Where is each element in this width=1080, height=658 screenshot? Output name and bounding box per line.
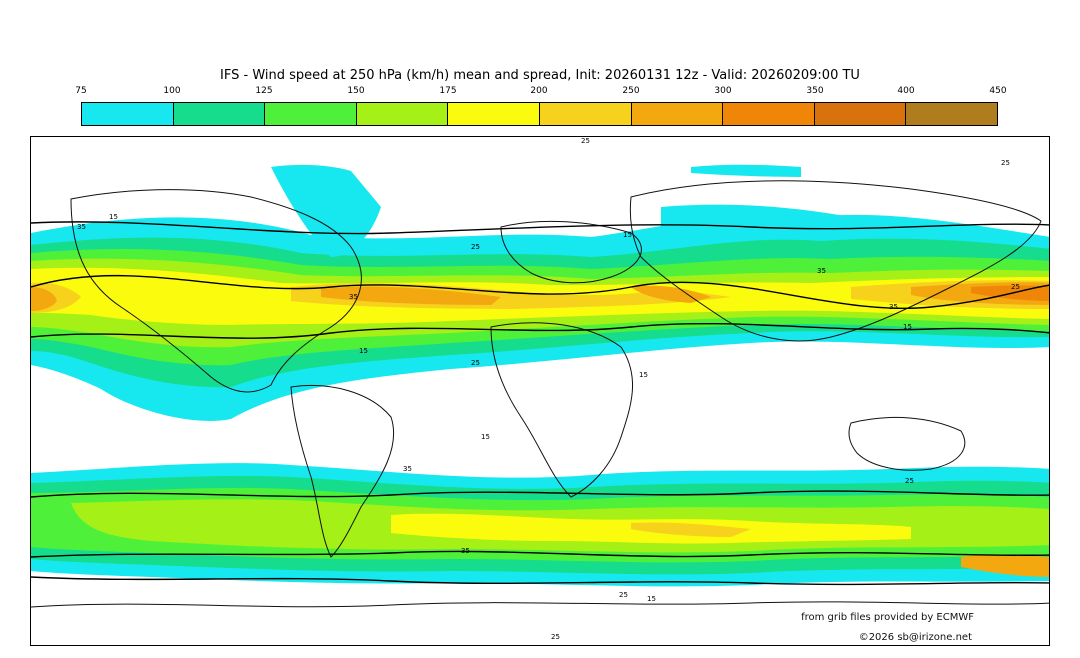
- copyright-notice: ©2026 sb@irizone.net: [858, 632, 972, 643]
- contour-label: 35: [817, 267, 826, 275]
- contour-line: [31, 576, 1049, 586]
- wind-speed-map: 25 15 35 25 15 35 35 15 25 15 35 25 15 2…: [30, 136, 1050, 646]
- contour-label: 15: [359, 347, 368, 355]
- contour-label: 15: [109, 213, 118, 221]
- coastline-europe: [500, 220, 642, 284]
- coastline-africa: [490, 322, 634, 498]
- legend-swatch: [265, 103, 357, 125]
- legend-tick: 350: [806, 86, 824, 96]
- legend-tick: 200: [530, 86, 548, 96]
- contour-label: 25: [1011, 283, 1020, 291]
- legend-swatch: [906, 103, 997, 125]
- contour-label: 15: [623, 231, 632, 239]
- jet-stream-south: [31, 463, 1049, 587]
- data-source-credit: from grib files provided by ECMWF: [801, 612, 974, 623]
- legend-swatch: [173, 103, 266, 125]
- contour-line: [31, 550, 1049, 558]
- wind-patch: [691, 164, 801, 177]
- wind-band-250: [961, 554, 1049, 577]
- legend-tick: 75: [75, 86, 87, 96]
- contour-label: 35: [461, 547, 470, 555]
- legend-tick: 150: [347, 86, 365, 96]
- coastline-south-america: [290, 384, 395, 558]
- legend-swatch: [631, 103, 724, 125]
- contour-label: 15: [481, 433, 490, 441]
- map-canvas: 25 15 35 25 15 35 35 15 25 15 35 25 15 2…: [31, 137, 1049, 641]
- wind-band-200: [31, 280, 1049, 313]
- coastline-north-america: [70, 189, 362, 393]
- legend-tick: 175: [439, 86, 457, 96]
- contour-label: 15: [647, 595, 656, 603]
- coastline-asia: [629, 180, 1042, 342]
- legend-tick: 125: [255, 86, 273, 96]
- legend-tick: 250: [622, 86, 640, 96]
- contour-label: 35: [77, 223, 86, 231]
- contour-label: 25: [471, 359, 480, 367]
- legend-swatch: [82, 103, 174, 125]
- legend-swatch: [356, 103, 449, 125]
- contour-line: [31, 322, 1049, 339]
- legend-swatch: [539, 103, 632, 125]
- contour-line: [31, 274, 1049, 309]
- wind-band-200: [631, 522, 751, 537]
- contour-label: 35: [349, 293, 358, 301]
- legend-swatch: [814, 103, 907, 125]
- contour-label: 25: [581, 137, 590, 145]
- legend-tick-labels: 75 100 125 150 175 200 250 300 350 400 4…: [0, 86, 1080, 100]
- legend-tick: 300: [714, 86, 732, 96]
- color-legend: [81, 102, 998, 126]
- legend-tick: 100: [163, 86, 181, 96]
- contour-line: [31, 221, 1049, 235]
- legend-swatch: [723, 103, 815, 125]
- chart-title: IFS - Wind speed at 250 hPa (km/h) mean …: [220, 68, 860, 83]
- contour-label: 15: [903, 323, 912, 331]
- contour-labels: 25 15 35 25 15 35 35 15 25 15 35 25 15 2…: [77, 137, 1020, 641]
- contour-label: 25: [471, 243, 480, 251]
- contour-label: 25: [1001, 159, 1010, 167]
- contour-label: 35: [403, 465, 412, 473]
- contour-label: 35: [889, 303, 898, 311]
- contour-label: 25: [619, 591, 628, 599]
- contour-label: 15: [639, 371, 648, 379]
- contour-label: 25: [551, 633, 560, 641]
- contour-lines: [31, 221, 1049, 586]
- coastlines: [31, 180, 1049, 608]
- legend-tick: 400: [897, 86, 915, 96]
- contour-line: [31, 490, 1049, 498]
- coastline-australia: [848, 416, 966, 471]
- coastline-antarctica: [31, 601, 1049, 608]
- legend-tick: 450: [989, 86, 1007, 96]
- jet-stream-north: [31, 214, 1049, 421]
- legend-swatch: [448, 103, 540, 125]
- wind-band-250: [31, 282, 1049, 311]
- contour-label: 25: [905, 477, 914, 485]
